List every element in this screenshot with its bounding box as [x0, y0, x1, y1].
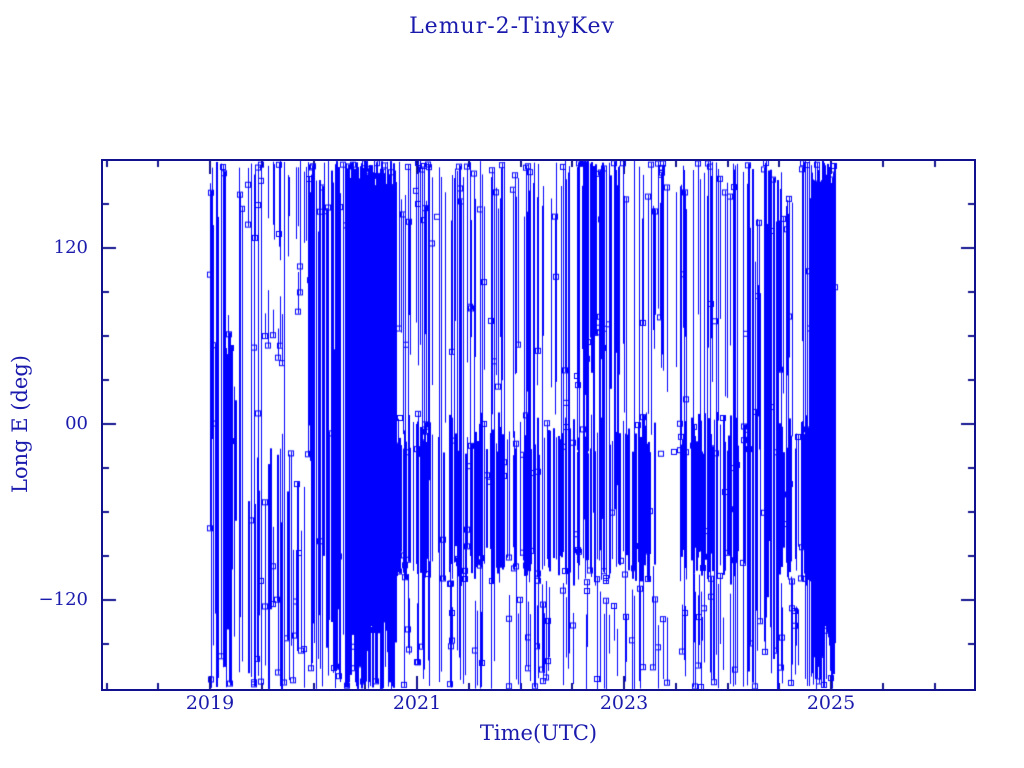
x-axis-label: Time(UTC)	[479, 721, 598, 745]
y-tick-label-neg120: −120	[38, 589, 88, 610]
chart-title: Lemur-2-TinyKev	[409, 14, 615, 39]
x-tick-label-2023: 2023	[599, 692, 649, 714]
y-tick-label-00: 00	[65, 413, 88, 434]
x-tick-label-2019: 2019	[185, 692, 235, 714]
plot-area-canvas	[101, 159, 976, 691]
x-tick-label-2025: 2025	[806, 692, 856, 714]
y-tick-label-120: 120	[53, 237, 88, 258]
x-tick-label-2021: 2021	[392, 692, 442, 714]
